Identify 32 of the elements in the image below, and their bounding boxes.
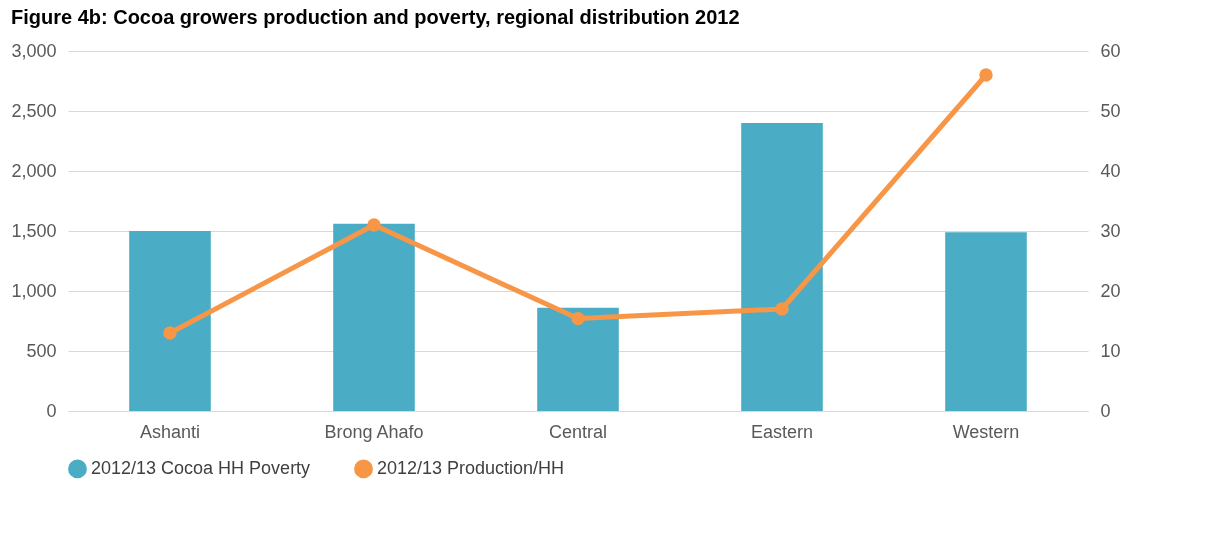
y2-tick-label: 30 <box>1100 220 1121 241</box>
y-tick-label: 1,000 <box>11 280 57 301</box>
legend-label: 2012/13 Production/HH <box>377 457 565 478</box>
y2-tick-label: 40 <box>1100 160 1121 181</box>
x-tick-label: Ashanti <box>139 421 201 442</box>
point <box>571 311 585 326</box>
x-tick-label: Western <box>952 421 1020 442</box>
point <box>367 218 381 232</box>
bar <box>537 307 619 411</box>
y2-tick-label: 0 <box>1100 400 1111 421</box>
y2-tick-label: 10 <box>1100 340 1121 361</box>
bar <box>333 223 415 411</box>
y2-tick-label: 50 <box>1100 100 1121 121</box>
point <box>775 302 789 316</box>
y-tick-label: 1,500 <box>11 220 57 241</box>
y2-tick-label: 20 <box>1100 280 1121 301</box>
x-tick-label: Eastern <box>750 421 814 442</box>
x-tick-label: Brong Ahafo <box>324 421 424 442</box>
x-tick-label: Central <box>548 421 608 442</box>
y-tick-label: 500 <box>26 340 57 361</box>
y-tick-label: 3,000 <box>11 40 57 61</box>
point <box>163 326 177 340</box>
bar <box>129 231 211 411</box>
point <box>979 68 993 82</box>
y-tick-label: 0 <box>46 400 57 421</box>
y-tick-label: 2,000 <box>11 160 57 181</box>
bar <box>945 232 1027 411</box>
y2-tick-label: 60 <box>1100 40 1121 61</box>
bar <box>741 123 823 411</box>
legend-label: 2012/13 Cocoa HH Poverty <box>91 457 311 478</box>
chart-title: Figure 4b: Cocoa growers production and poverty, regional distribution 2012 <box>10 6 740 28</box>
y-tick-label: 2,500 <box>11 100 57 121</box>
